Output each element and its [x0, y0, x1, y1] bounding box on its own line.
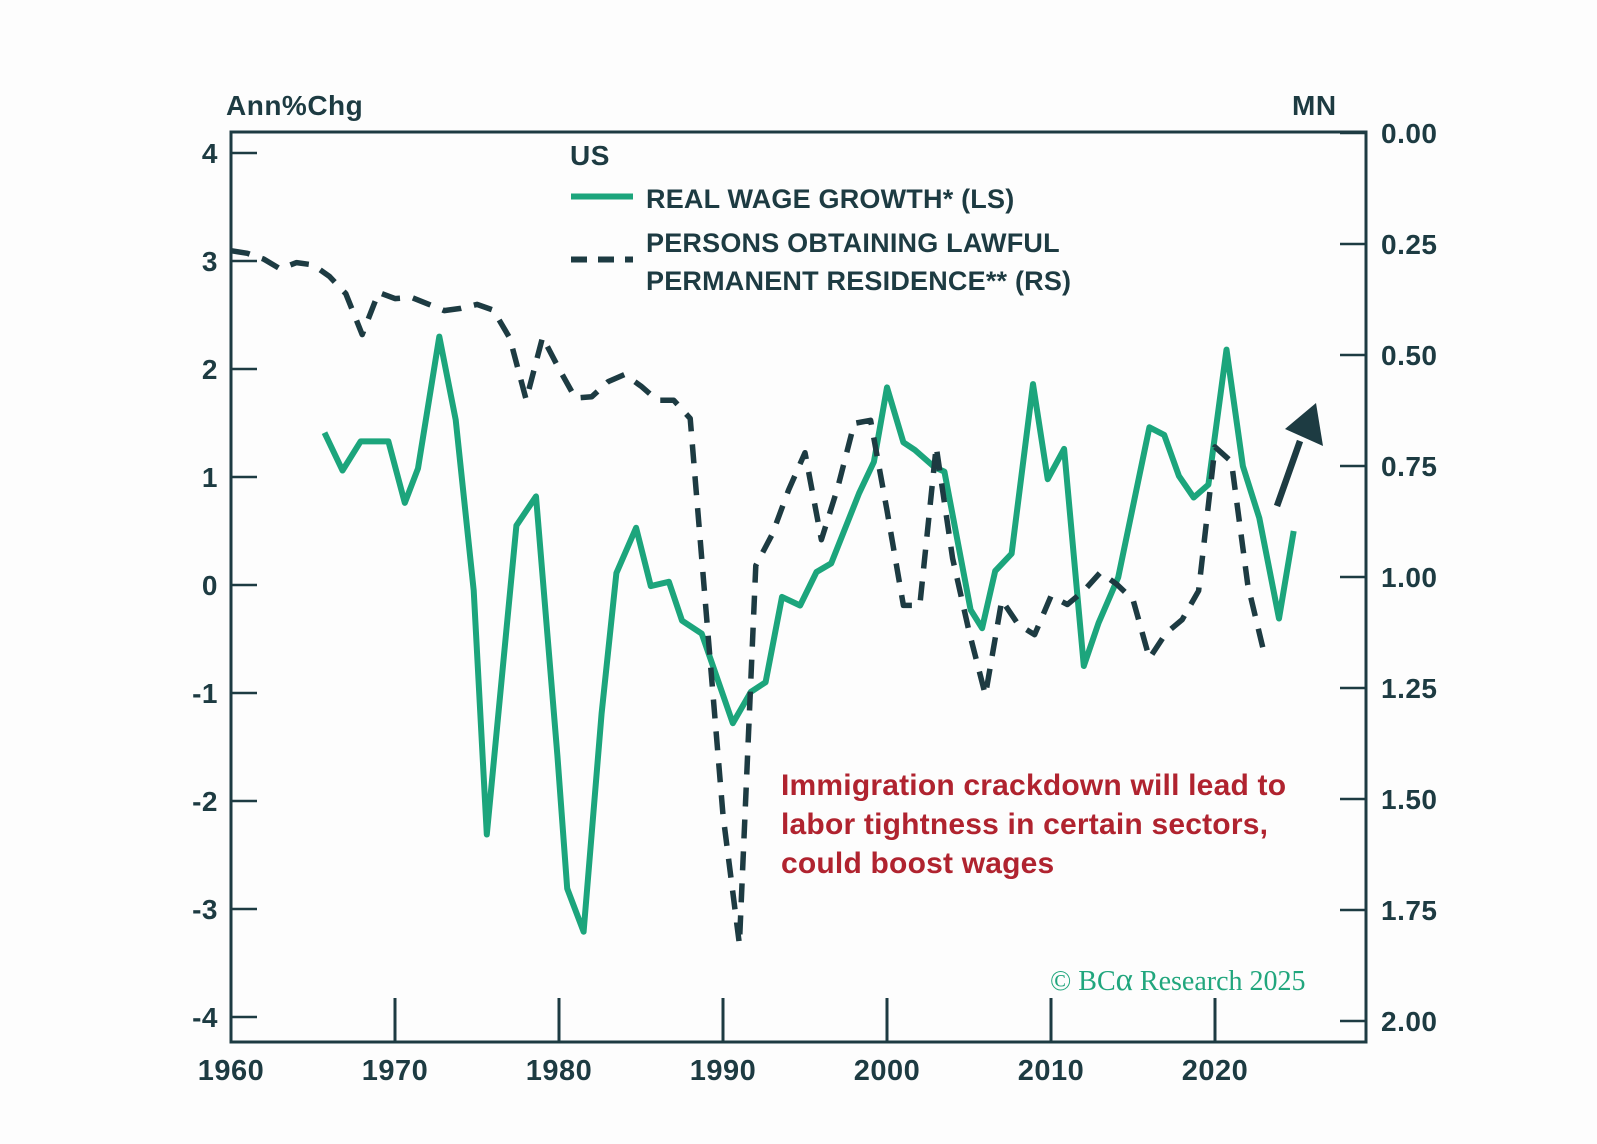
right-axis-tick-label: 1.75 — [1381, 895, 1438, 926]
x-axis-tick-label: 2010 — [1018, 1055, 1085, 1087]
left-axis-tick-label: 1 — [202, 462, 218, 493]
trend-arrow-shaft — [1273, 439, 1304, 508]
legend-series1-label: REAL WAGE GROWTH* (LS) — [646, 184, 1015, 214]
right-axis-tick-label: 0.00 — [1381, 118, 1438, 149]
x-axis-tick-label: 2020 — [1182, 1055, 1249, 1087]
trend-arrow-head — [1285, 403, 1323, 446]
x-axis-tick-label: 1960 — [198, 1055, 265, 1087]
permanent-residence-line — [230, 247, 1267, 947]
right-axis-tick-label: 1.00 — [1381, 562, 1438, 593]
left-axis-tick-label: 0 — [202, 570, 218, 601]
legend-series2-label-line1: PERSONS OBTAINING LAWFUL — [646, 228, 1060, 258]
right-axis-tick-label: 0.75 — [1381, 451, 1438, 482]
legend-solid-line-sample — [571, 193, 633, 200]
copyright-suffix: Research 2025 — [1132, 966, 1306, 997]
left-axis-tick-label: 4 — [202, 138, 218, 169]
right-axis-title: MN — [1292, 90, 1337, 121]
annotation-line-2: labor tightness in certain sectors, — [781, 808, 1269, 841]
annotation-line-3: could boost wages — [781, 847, 1055, 880]
right-axis-tick-label: 0.25 — [1381, 229, 1438, 260]
plot-border — [229, 130, 1368, 1044]
x-axis-tick-label: 1970 — [362, 1055, 429, 1087]
left-axis-tick-label: 2 — [202, 354, 218, 385]
left-axis-tick-label: -3 — [192, 894, 218, 925]
x-axis-tick-label: 2000 — [854, 1055, 921, 1087]
legend-series2-label: PERSONS OBTAINING LAWFUL PERMANENT RESID… — [646, 224, 1071, 300]
right-axis-tick-label: 1.25 — [1381, 673, 1438, 704]
right-axis-tick-label: 0.50 — [1381, 340, 1438, 371]
left-axis-tick-label: -4 — [192, 1002, 218, 1033]
left-axis-tick-label: 3 — [202, 246, 218, 277]
left-axis-tick-label: -1 — [192, 678, 218, 709]
left-axis-title: Ann%Chg — [226, 90, 364, 121]
right-axis-tick-label: 2.00 — [1381, 1006, 1438, 1037]
copyright-alpha-glyph: α — [1115, 962, 1133, 998]
legend-title: US — [570, 140, 610, 171]
legend-dashed-line-sample — [571, 256, 633, 263]
copyright-prefix: © BC — [1050, 966, 1116, 997]
x-axis-tick-label: 1990 — [690, 1055, 757, 1087]
right-axis-tick-label: 1.50 — [1381, 784, 1438, 815]
legend-series2-label-line2: PERMANENT RESIDENCE** (RS) — [646, 266, 1072, 296]
real-wage-growth-line — [321, 333, 1297, 935]
copyright-text: © BCα Research 2025 — [1050, 964, 1306, 998]
x-axis-tick-label: 1980 — [526, 1055, 593, 1087]
left-axis-tick-label: -2 — [192, 786, 218, 817]
annotation-line-1: Immigration crackdown will lead to — [781, 769, 1287, 802]
annotation-text: Immigration crackdown will lead to labor… — [781, 766, 1286, 883]
